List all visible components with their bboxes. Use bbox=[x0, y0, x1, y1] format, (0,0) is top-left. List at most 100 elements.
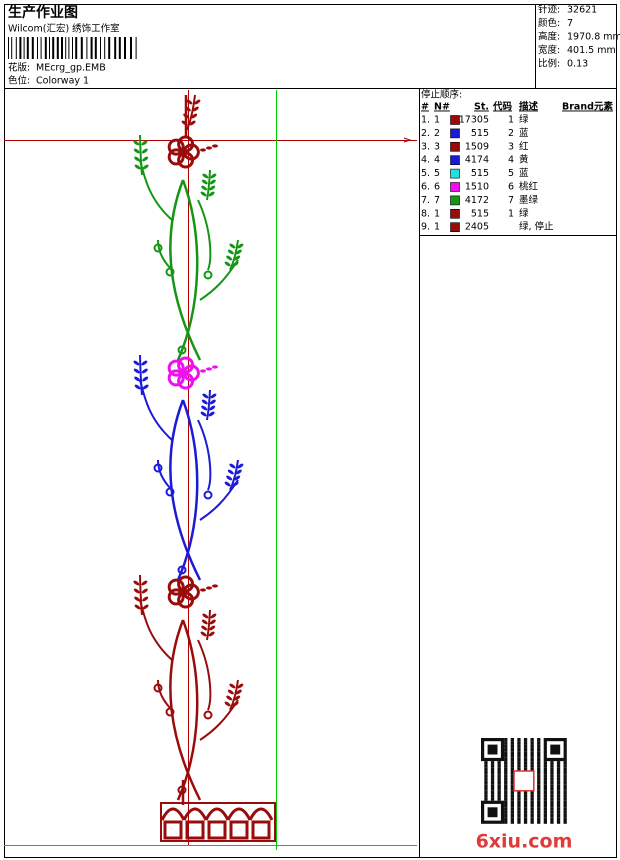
qr-finder bbox=[481, 800, 505, 824]
bud bbox=[165, 267, 175, 277]
description: 红 bbox=[519, 140, 529, 152]
petal bbox=[167, 369, 185, 387]
leaf bbox=[227, 249, 234, 255]
leaf bbox=[235, 689, 242, 695]
qr-module bbox=[523, 820, 528, 824]
description: 黄 bbox=[519, 154, 529, 166]
qr-module bbox=[543, 764, 547, 768]
leaf bbox=[227, 469, 234, 475]
qr-module bbox=[517, 813, 521, 818]
color-swatch bbox=[450, 155, 460, 165]
qr-module bbox=[504, 794, 508, 798]
petal bbox=[167, 359, 185, 377]
qr-module bbox=[490, 774, 495, 778]
qr-module bbox=[510, 738, 514, 742]
qr-module bbox=[497, 764, 501, 768]
qr-module bbox=[517, 807, 521, 811]
leaf bbox=[209, 625, 216, 631]
qr-module bbox=[510, 787, 514, 791]
qr-module bbox=[484, 764, 488, 768]
leaf bbox=[133, 368, 140, 374]
vine bbox=[206, 609, 211, 641]
leaf bbox=[232, 701, 239, 707]
qr-module bbox=[510, 741, 514, 745]
stat-label: 颜色: bbox=[538, 17, 560, 29]
leaf bbox=[142, 596, 149, 602]
description: 蓝 bbox=[519, 127, 529, 139]
flower-center bbox=[179, 369, 187, 377]
stitches: 4172 bbox=[465, 195, 489, 206]
qr-module bbox=[543, 800, 547, 804]
bud bbox=[177, 345, 187, 355]
qr-module bbox=[537, 777, 541, 781]
leaf bbox=[209, 405, 216, 411]
color-swatch bbox=[450, 115, 460, 125]
leaf bbox=[201, 405, 208, 411]
qr-module bbox=[556, 807, 561, 811]
row-number: 6. bbox=[421, 182, 430, 193]
qr-module bbox=[530, 810, 534, 814]
leaf bbox=[208, 191, 215, 197]
color-swatch bbox=[450, 128, 460, 139]
qr-module bbox=[510, 804, 514, 808]
stitches: 4174 bbox=[465, 155, 489, 166]
bud bbox=[203, 710, 213, 720]
column-header: # bbox=[421, 102, 429, 113]
leaf bbox=[208, 631, 215, 637]
qr-module bbox=[543, 787, 547, 791]
qr-module bbox=[530, 817, 534, 821]
qr-module bbox=[504, 820, 508, 824]
qr-module bbox=[563, 767, 567, 771]
qr-module bbox=[504, 774, 508, 778]
leaf bbox=[212, 144, 218, 148]
needle: 1 bbox=[434, 115, 440, 126]
qr-module bbox=[504, 741, 508, 745]
border-block bbox=[185, 820, 205, 840]
leaf bbox=[142, 604, 149, 610]
qr-module bbox=[537, 784, 541, 788]
stitches: 515 bbox=[471, 168, 489, 179]
bar-stripe bbox=[15, 37, 17, 59]
leaf bbox=[232, 481, 239, 487]
qr-module bbox=[537, 800, 541, 804]
qr-module bbox=[537, 780, 541, 785]
leaf bbox=[134, 376, 141, 382]
qr-module bbox=[543, 790, 547, 795]
qr-module bbox=[510, 744, 514, 748]
border-block bbox=[229, 820, 249, 840]
qr-module bbox=[563, 771, 567, 775]
design: MEcrg_gp.EMB bbox=[36, 63, 106, 74]
bar-stripe bbox=[49, 37, 50, 59]
bud bbox=[165, 707, 175, 717]
leaf bbox=[200, 148, 206, 152]
bar-stripe bbox=[44, 37, 47, 59]
leaf bbox=[202, 173, 209, 179]
leaf bbox=[134, 384, 141, 390]
qr-module bbox=[517, 804, 521, 808]
qr-module bbox=[510, 774, 514, 778]
qr-module bbox=[504, 787, 508, 791]
qr-module bbox=[504, 744, 508, 748]
border-arch bbox=[160, 807, 186, 821]
vine bbox=[197, 639, 212, 711]
qr-module bbox=[504, 747, 508, 752]
needle: 6 bbox=[434, 182, 440, 193]
qr-module bbox=[537, 810, 541, 814]
needle: 2 bbox=[434, 128, 440, 139]
qr-module bbox=[530, 813, 534, 818]
bar-stripe bbox=[68, 37, 70, 59]
qr-module bbox=[523, 813, 528, 818]
qr-module bbox=[537, 804, 541, 808]
qr-module bbox=[537, 764, 541, 768]
qr-module bbox=[537, 741, 541, 745]
vine bbox=[157, 239, 173, 271]
qr-module bbox=[490, 777, 495, 781]
qr-module bbox=[510, 761, 514, 765]
qr-module bbox=[563, 813, 567, 818]
qr-module bbox=[510, 797, 514, 801]
qr-module bbox=[484, 797, 488, 801]
qr-module bbox=[504, 757, 508, 762]
table-title: 停止顺序: bbox=[421, 89, 462, 101]
qr-module bbox=[563, 784, 567, 788]
